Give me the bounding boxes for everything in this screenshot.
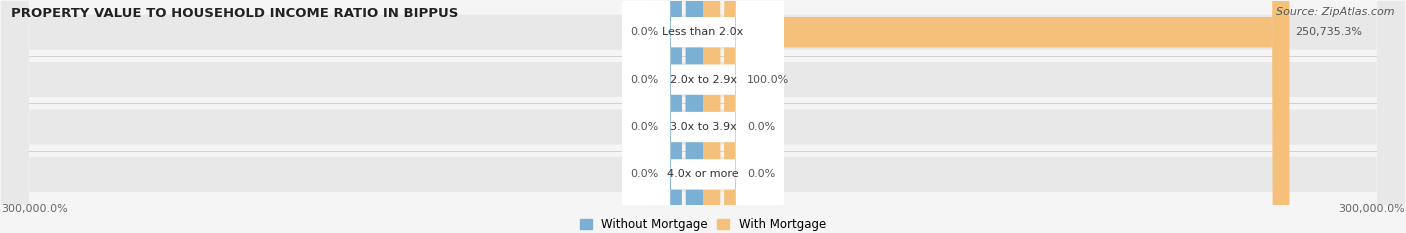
FancyBboxPatch shape xyxy=(703,0,741,233)
Text: 300,000.0%: 300,000.0% xyxy=(1339,204,1405,214)
FancyBboxPatch shape xyxy=(623,0,783,233)
Text: PROPERTY VALUE TO HOUSEHOLD INCOME RATIO IN BIPPUS: PROPERTY VALUE TO HOUSEHOLD INCOME RATIO… xyxy=(11,7,458,20)
Text: 0.0%: 0.0% xyxy=(747,122,776,132)
Text: 100.0%: 100.0% xyxy=(747,75,789,85)
Text: 0.0%: 0.0% xyxy=(630,169,659,179)
Text: 250,735.3%: 250,735.3% xyxy=(1295,27,1362,37)
FancyBboxPatch shape xyxy=(665,0,703,233)
Text: 0.0%: 0.0% xyxy=(630,27,659,37)
FancyBboxPatch shape xyxy=(623,0,783,233)
Text: 0.0%: 0.0% xyxy=(747,169,776,179)
Text: Source: ZipAtlas.com: Source: ZipAtlas.com xyxy=(1277,7,1395,17)
FancyBboxPatch shape xyxy=(665,0,703,233)
FancyBboxPatch shape xyxy=(703,0,741,233)
Text: Less than 2.0x: Less than 2.0x xyxy=(662,27,744,37)
FancyBboxPatch shape xyxy=(665,0,703,233)
Legend: Without Mortgage, With Mortgage: Without Mortgage, With Mortgage xyxy=(575,214,831,233)
Text: 4.0x or more: 4.0x or more xyxy=(668,169,738,179)
FancyBboxPatch shape xyxy=(703,0,741,233)
Text: 3.0x to 3.9x: 3.0x to 3.9x xyxy=(669,122,737,132)
Text: 0.0%: 0.0% xyxy=(630,75,659,85)
FancyBboxPatch shape xyxy=(623,0,783,233)
FancyBboxPatch shape xyxy=(703,0,1289,233)
Text: 0.0%: 0.0% xyxy=(630,122,659,132)
Text: 300,000.0%: 300,000.0% xyxy=(1,204,67,214)
FancyBboxPatch shape xyxy=(665,0,703,233)
Text: 2.0x to 2.9x: 2.0x to 2.9x xyxy=(669,75,737,85)
FancyBboxPatch shape xyxy=(623,0,783,233)
